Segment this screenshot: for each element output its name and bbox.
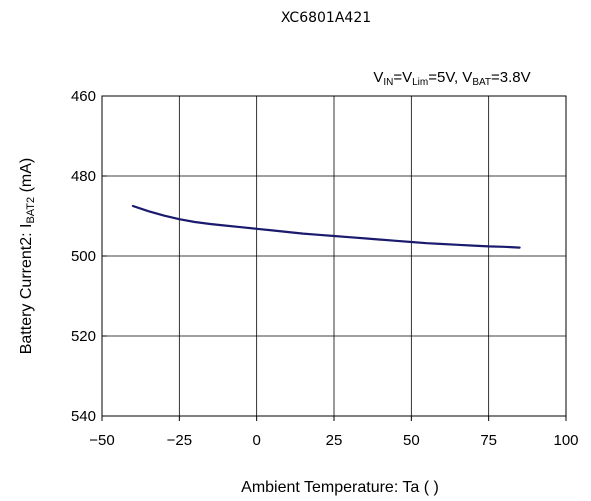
- tick-marks: [101, 95, 567, 421]
- y-axis-label: Battery Current2: IBAT2 (mA): [18, 158, 37, 355]
- x-tick-label: −50: [89, 432, 114, 449]
- condition-annotation: VIN=VLim=5V, VBAT=3.8V: [373, 69, 530, 88]
- y-tick-label: 460: [71, 88, 96, 105]
- chart-title: XC6801A421: [281, 10, 371, 26]
- y-tick-label: 500: [71, 248, 96, 265]
- x-tick-label: 0: [252, 432, 260, 449]
- y-tick-label: 540: [71, 408, 96, 425]
- x-tick-label: 75: [480, 432, 497, 449]
- x-axis-label: Ambient Temperature: Ta ( ): [241, 479, 439, 496]
- x-tick-label: 50: [403, 432, 420, 449]
- x-tick-label: 25: [326, 432, 343, 449]
- y-tick-label: 520: [71, 328, 96, 345]
- series-group: [131, 204, 521, 249]
- x-tick-labels: −50 −25 0 25 50 75 100: [89, 432, 578, 449]
- x-tick-label: −25: [167, 432, 192, 449]
- series-line: [131, 204, 521, 249]
- grid: [102, 96, 566, 416]
- x-tick-label: 100: [553, 432, 578, 449]
- y-tick-label: 480: [71, 168, 96, 185]
- y-tick-labels: 460 480 500 520 540: [71, 88, 96, 425]
